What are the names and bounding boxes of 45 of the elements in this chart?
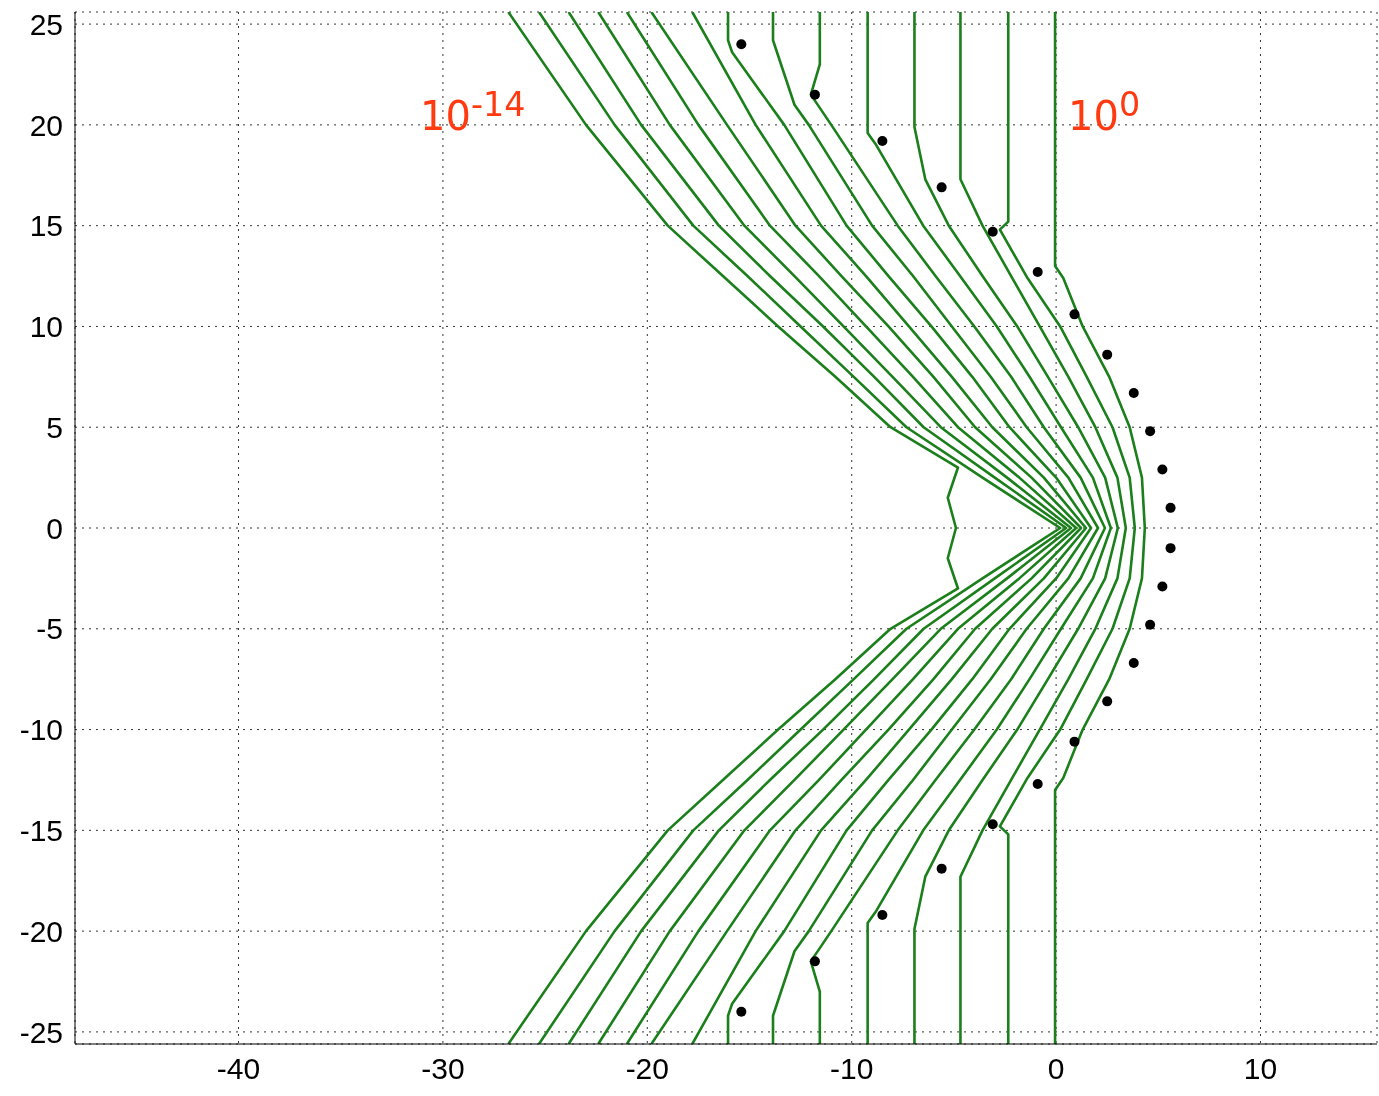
point — [1128, 387, 1139, 398]
y-tick-label: 20 — [29, 108, 63, 142]
point — [1165, 543, 1176, 554]
point — [987, 226, 998, 237]
y-tick-label: -10 — [19, 713, 63, 747]
point — [1032, 267, 1043, 278]
point — [736, 39, 747, 50]
point — [1102, 349, 1113, 360]
point — [736, 1006, 747, 1017]
point — [1157, 581, 1168, 592]
point — [809, 956, 820, 967]
point — [877, 910, 888, 920]
point — [1102, 696, 1113, 707]
x-tick-label: -10 — [830, 1052, 874, 1086]
x-tick-label: 0 — [1047, 1052, 1065, 1086]
point — [1145, 619, 1156, 630]
y-tick-label: -5 — [36, 612, 63, 646]
x-tick-label: -20 — [625, 1052, 669, 1086]
y-tick-label: 15 — [29, 209, 63, 243]
y-tick-label: -25 — [19, 1015, 63, 1049]
y-tick-label: 5 — [46, 410, 63, 444]
line-series — [913, 12, 1120, 1044]
x-tick-label: -30 — [421, 1052, 465, 1086]
y-tick-label: -15 — [19, 813, 63, 847]
point — [936, 182, 947, 193]
point — [877, 136, 888, 146]
point — [1128, 658, 1139, 669]
point — [936, 863, 947, 874]
point — [1069, 736, 1080, 747]
annotation: 10$^{0}$ — [1068, 85, 1141, 140]
point — [809, 89, 820, 100]
point — [1157, 464, 1168, 475]
point — [987, 819, 998, 830]
point — [1032, 778, 1043, 789]
y-tick-label: 0 — [46, 511, 63, 545]
x-tick-label: 10 — [1243, 1052, 1278, 1086]
annotation: 10$^{-14}$ — [420, 85, 526, 140]
y-tick-label: -20 — [19, 914, 63, 948]
y-tick-label: 10 — [29, 310, 63, 344]
y-tick-label: 25 — [29, 7, 63, 41]
point — [1165, 502, 1176, 513]
line-series — [1053, 12, 1147, 1044]
point — [1069, 309, 1080, 320]
x-tick-label: -40 — [216, 1052, 261, 1086]
point — [1145, 426, 1156, 437]
